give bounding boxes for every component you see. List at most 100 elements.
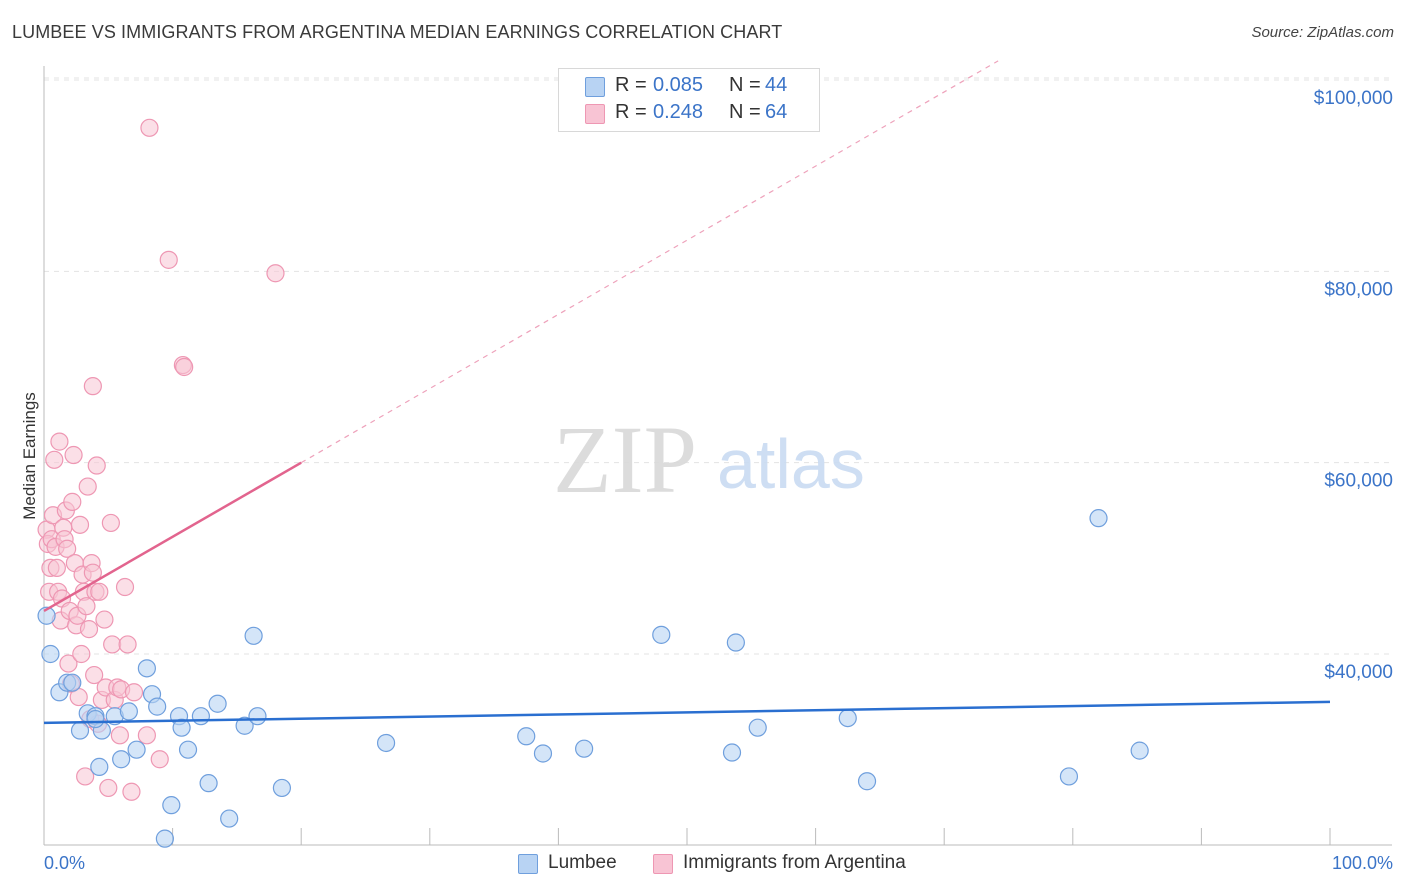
- argentina-point: [87, 456, 106, 475]
- argentina-point: [115, 577, 135, 597]
- source-label: Source: ZipAtlas.com: [1251, 24, 1394, 41]
- lumbee-point: [220, 809, 239, 828]
- argentina-point: [150, 750, 169, 769]
- argentina-r-value: 0.248: [653, 101, 704, 123]
- y-tick-label: $40,000: [1324, 662, 1393, 683]
- lumbee-legend-label: Lumbee: [548, 852, 617, 873]
- lumbee-point: [178, 740, 198, 759]
- series-lumbee-points: [37, 509, 1149, 848]
- lumbee-n-value: 44: [765, 74, 788, 96]
- lumbee-point: [1130, 741, 1149, 760]
- x-tick-labels: 0.0% 100.0%: [44, 853, 1393, 873]
- lumbee-point: [199, 774, 218, 793]
- lumbee-point: [127, 740, 146, 759]
- argentina-point: [83, 563, 102, 582]
- lumbee-point: [86, 709, 105, 729]
- lumbee-point: [857, 772, 877, 791]
- gridlines: [44, 77, 1392, 655]
- lumbee-point: [137, 659, 156, 678]
- lumbee-point: [155, 829, 174, 848]
- argentina-point: [76, 767, 95, 786]
- lumbee-point: [533, 744, 553, 763]
- lumbee-point: [244, 626, 263, 645]
- argentina-legend-label: Immigrants from Argentina: [683, 852, 906, 873]
- n-label: N =: [729, 74, 761, 96]
- lumbee-swatch: [585, 77, 605, 97]
- y-tick-label: $60,000: [1324, 471, 1393, 492]
- argentina-point: [70, 515, 90, 534]
- lumbee-point: [119, 702, 138, 721]
- y-axis-label: Median Earnings: [20, 392, 39, 520]
- argentina-trend-line: [43, 461, 302, 613]
- lumbee-point: [748, 718, 767, 737]
- argentina-point: [99, 778, 118, 798]
- argentina-point: [63, 492, 82, 511]
- r-label: R =: [615, 74, 647, 96]
- argentina-point: [58, 539, 77, 558]
- argentina-point: [137, 726, 156, 745]
- lumbee-r-value: 0.085: [653, 74, 704, 96]
- y-tick-labels: $40,000 $60,000 $80,000 $100,000: [1314, 88, 1393, 683]
- lumbee-point: [41, 644, 60, 664]
- argentina-point: [79, 620, 99, 639]
- n-label: N =: [729, 101, 761, 123]
- watermark: ZIP atlas: [553, 406, 865, 513]
- lumbee-point: [726, 633, 745, 652]
- lumbee-point: [248, 707, 267, 726]
- lumbee-point: [162, 796, 181, 815]
- lumbee-point: [376, 733, 396, 753]
- argentina-swatch: [653, 854, 673, 874]
- lumbee-trend-line: [43, 700, 1331, 725]
- argentina-point: [103, 635, 122, 654]
- argentina-point: [59, 654, 78, 673]
- argentina-swatch: [585, 104, 605, 124]
- argentina-point: [175, 357, 194, 377]
- lumbee-point: [575, 739, 594, 758]
- argentina-point: [266, 264, 285, 283]
- argentina-point: [95, 610, 114, 629]
- argentina-point: [47, 558, 66, 578]
- argentina-point: [78, 477, 97, 496]
- argentina-point: [124, 683, 144, 702]
- lumbee-point: [208, 694, 227, 713]
- lumbee-point: [63, 673, 82, 692]
- series-argentina-points: [37, 118, 285, 801]
- argentina-point: [72, 644, 91, 664]
- r-label: R =: [615, 101, 647, 123]
- argentina-n-value: 64: [765, 101, 788, 123]
- argentina-point: [64, 445, 83, 465]
- argentina-point: [101, 513, 120, 533]
- x-tick-label-end: 100.0%: [1332, 853, 1393, 873]
- x-tick-label-start: 0.0%: [44, 853, 85, 873]
- argentina-point: [83, 377, 102, 396]
- chart-title: LUMBEE VS IMMIGRANTS FROM ARGENTINA MEDI…: [12, 22, 783, 42]
- lumbee-swatch: [518, 854, 538, 874]
- lumbee-point: [235, 716, 254, 735]
- watermark-atlas: atlas: [717, 425, 865, 503]
- lumbee-point: [272, 778, 292, 798]
- lumbee-point: [652, 625, 671, 644]
- argentina-point: [110, 726, 129, 745]
- argentina-point: [77, 597, 96, 616]
- argentina-point: [159, 250, 178, 269]
- lumbee-point: [838, 708, 857, 728]
- lumbee-point: [172, 718, 191, 737]
- lumbee-point: [70, 721, 90, 740]
- argentina-point: [90, 582, 109, 601]
- argentina-point: [85, 665, 104, 685]
- argentina-trend-extension: [300, 60, 999, 464]
- lumbee-point: [1059, 767, 1079, 786]
- lumbee-point: [37, 606, 56, 625]
- watermark-zip: ZIP: [553, 406, 697, 513]
- trend-lines: [43, 60, 1331, 725]
- lumbee-point: [191, 707, 210, 726]
- argentina-point: [50, 432, 69, 451]
- argentina-point: [45, 450, 64, 469]
- argentina-point: [140, 118, 159, 137]
- y-tick-label: $80,000: [1324, 279, 1393, 300]
- argentina-point: [118, 635, 137, 654]
- lumbee-point: [112, 750, 131, 769]
- lumbee-point: [517, 727, 536, 746]
- argentina-point: [122, 782, 141, 801]
